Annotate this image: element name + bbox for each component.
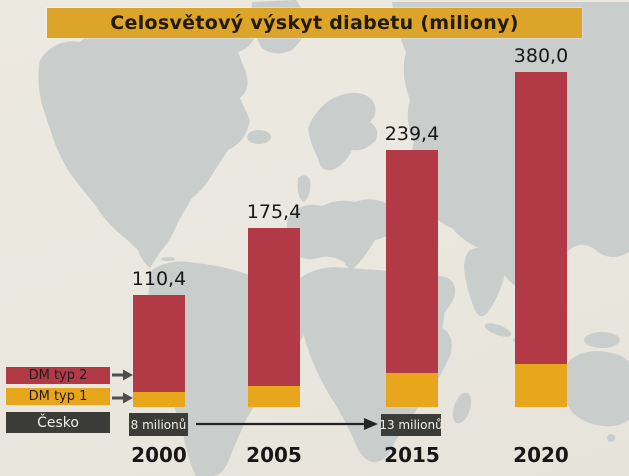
caribbean-islands: [161, 257, 175, 261]
chart-title-banner: Celosvětový výskyt diabetu (miliony): [47, 8, 582, 38]
europe-mainland: [287, 199, 399, 269]
year-label-2000: 2000: [131, 443, 187, 467]
north-america: [38, 12, 259, 268]
australia: [563, 351, 629, 427]
value-label-2005: 175,4: [246, 201, 302, 223]
legend-item-dm-typ2: DM typ 2: [6, 367, 110, 384]
legend-item-dm-typ1: DM typ 1: [6, 388, 110, 405]
chart-title: Celosvětový výskyt diabetu (miliony): [110, 12, 519, 34]
bar-2000-dm-typ1-segment: [133, 392, 185, 407]
new-guinea: [584, 332, 620, 348]
year-label-2015: 2015: [384, 443, 440, 467]
scandinavia: [308, 92, 378, 171]
legend-label-dm-typ1: DM typ 1: [28, 389, 88, 404]
india: [464, 247, 506, 317]
bar-2015-dm-typ1-segment: [386, 373, 438, 407]
bar-2015: [386, 150, 438, 407]
bar-2020: [515, 72, 567, 407]
british-isles: [297, 175, 311, 202]
sumatra: [484, 323, 512, 337]
bar-2005: [248, 228, 300, 407]
czech-2000-annotation: 8 milionů: [129, 413, 188, 436]
czech-2015-annotation: 13 milionů: [379, 414, 443, 436]
value-label-2020: 380,0: [513, 45, 569, 67]
legend-label-dm-typ2: DM typ 2: [28, 368, 88, 383]
czech-2000-annotation-text: 8 milionů: [130, 417, 187, 432]
value-label-2015: 239,4: [384, 123, 440, 145]
year-label-2020: 2020: [513, 443, 569, 467]
bar-2000: [133, 295, 185, 407]
iceland: [247, 130, 271, 144]
tasmania: [607, 434, 615, 442]
legend-item-cesko: Česko: [6, 412, 110, 433]
legend-label-cesko: Česko: [37, 414, 79, 431]
year-label-2005: 2005: [246, 443, 302, 467]
value-label-2000: 110,4: [131, 268, 187, 290]
czech-2015-annotation-text: 13 milionů: [379, 418, 443, 432]
bar-2020-dm-typ1-segment: [515, 364, 567, 407]
bar-2005-dm-typ1-segment: [248, 386, 300, 407]
map-continents: [38, 0, 629, 476]
japan: [594, 184, 610, 212]
asia: [392, 2, 629, 297]
madagascar: [452, 392, 472, 424]
